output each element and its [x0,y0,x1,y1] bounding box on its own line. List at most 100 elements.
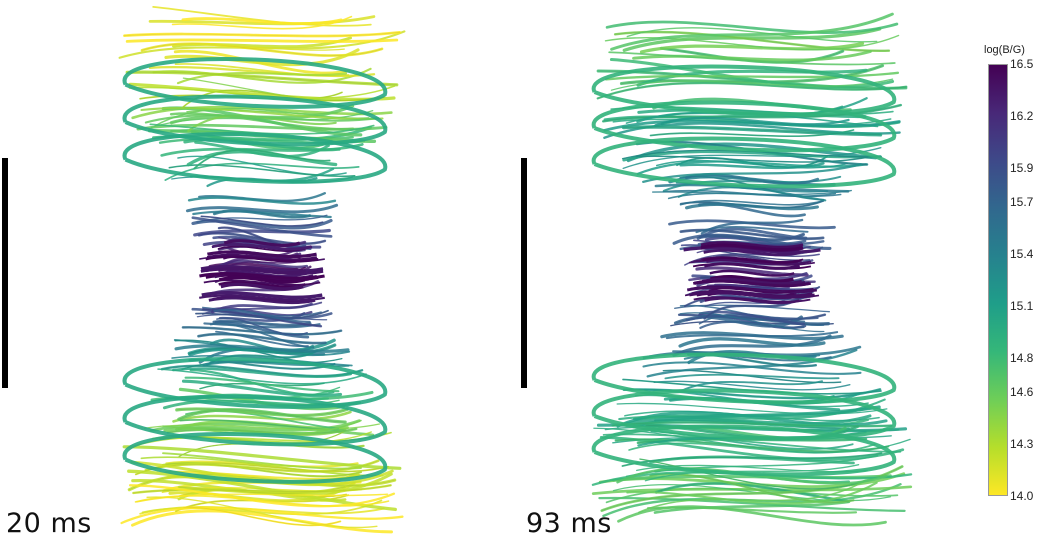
left-field-line [171,367,353,379]
left-field-line [200,215,324,227]
left-field-line [166,427,358,435]
colorbar-gradient [988,64,1008,496]
left-field-line [149,422,375,437]
right-field-line [695,266,809,277]
right-core-line [708,287,796,294]
right-field-line [626,27,878,43]
left-core-line [216,270,308,277]
left-field-line [191,216,333,238]
right-field-line [639,458,865,490]
left-core-line [200,264,324,273]
right-field-line [621,125,883,137]
left-field-line [211,302,313,314]
left-core-line [206,253,318,261]
right-field-line [700,218,804,235]
left-field-line [214,320,310,339]
right-field-line [679,199,825,206]
colorbar-tick-label: 14.8 [1010,350,1034,365]
left-field-line [140,42,384,57]
left-field-line [144,114,380,124]
scale-bar-left [2,158,8,388]
left-core-line [199,272,325,280]
right-field-line [654,482,850,503]
right-field-line [609,57,895,89]
left-outer-loop [122,57,387,109]
left-field-line [148,66,376,78]
left-field-line [120,506,404,525]
right-field-line [616,402,888,415]
colorbar-title: log(B/G) [984,44,1025,56]
left-field-line [140,107,384,120]
right-field-line [602,433,902,453]
left-outer-loop [122,357,387,409]
left-field-line [184,376,340,393]
right-field-line [605,20,899,34]
right-field-line [677,186,827,202]
right-field-line [696,227,808,240]
left-field-line [174,344,350,353]
right-field-line [603,119,901,132]
right-field-line [684,253,820,266]
right-field-line [622,27,882,52]
right-field-line [623,405,881,426]
right-field-line [672,334,832,357]
left-field-line [146,496,378,529]
colorbar-tick-label: 14.6 [1010,385,1034,400]
left-field-line [189,368,335,396]
colorbar-tick-label: 14.3 [1010,437,1034,452]
right-field-line [653,500,851,514]
right-field-line [635,155,869,163]
right-field-line [639,41,865,54]
right-field-line [611,421,893,428]
right-field-line [679,312,825,333]
right-field-line [665,331,839,340]
right-field-line [612,474,892,482]
right-field-line [685,286,819,296]
left-field-line [181,17,343,25]
left-field-line [193,228,331,237]
left-field-line [217,226,307,249]
right-field-line [672,233,832,250]
left-field-line [175,407,349,418]
right-field-line [604,34,900,51]
left-field-line [164,48,360,67]
left-field-line [143,423,381,430]
left-field-line [177,155,347,176]
left-field-line [128,484,396,508]
right-core-line [683,245,821,254]
right-field-line [636,160,868,175]
left-core-line [217,245,307,252]
left-field-line [172,410,352,423]
right-outer-loop [591,424,896,477]
left-field-line [141,499,383,516]
left-field-line [193,148,331,170]
right-field-line [664,373,840,380]
left-field-line [148,15,376,26]
left-field-line [186,109,338,115]
left-core-line [212,242,312,251]
right-core-line [702,257,802,264]
colorbar-tick-label: 16.5 [1010,57,1034,71]
left-field-line [164,162,360,181]
left-field-line [135,493,389,503]
colorbar-tick-label: 15.7 [1010,195,1034,210]
left-core-line [199,294,325,302]
left-core-line [201,291,323,300]
right-field-line [642,361,862,375]
right-field-line [632,50,872,62]
right-field-line [662,175,842,192]
left-outer-loop [122,432,387,484]
left-field-line [209,322,315,349]
left-field-line [197,332,327,345]
right-field-line [608,51,896,66]
right-core-line [700,241,804,249]
left-core-line [205,255,319,263]
left-field-line [125,38,399,43]
left-field-line [161,462,363,478]
left-field-line [182,506,342,527]
colorbar-tick-label: 15.9 [1010,160,1034,175]
left-outer-loop [122,394,387,447]
right-core-line [703,262,801,270]
left-field-line [162,452,362,470]
